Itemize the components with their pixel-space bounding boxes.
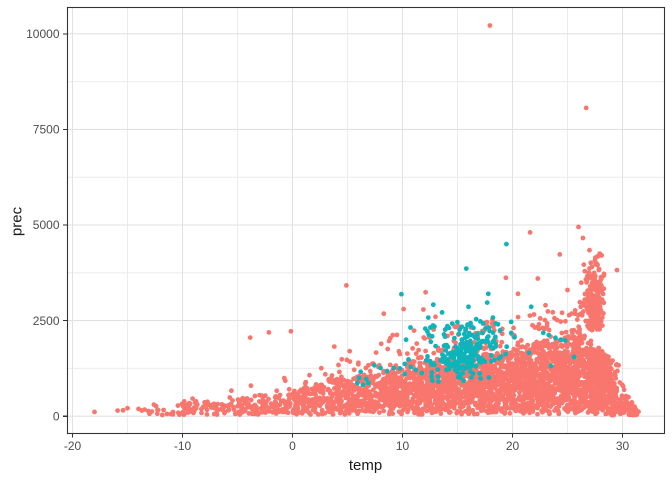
svg-text:temp: temp bbox=[349, 457, 382, 474]
svg-text:5000: 5000 bbox=[33, 218, 60, 232]
svg-text:0: 0 bbox=[53, 409, 60, 423]
svg-text:prec: prec bbox=[8, 206, 25, 236]
svg-text:0: 0 bbox=[289, 439, 296, 453]
svg-text:2500: 2500 bbox=[33, 314, 60, 328]
svg-text:-20: -20 bbox=[64, 439, 82, 453]
svg-text:20: 20 bbox=[506, 439, 520, 453]
svg-text:-10: -10 bbox=[174, 439, 192, 453]
svg-text:30: 30 bbox=[616, 439, 630, 453]
svg-text:10000: 10000 bbox=[26, 27, 60, 41]
svg-text:10: 10 bbox=[396, 439, 410, 453]
svg-text:7500: 7500 bbox=[33, 123, 60, 137]
